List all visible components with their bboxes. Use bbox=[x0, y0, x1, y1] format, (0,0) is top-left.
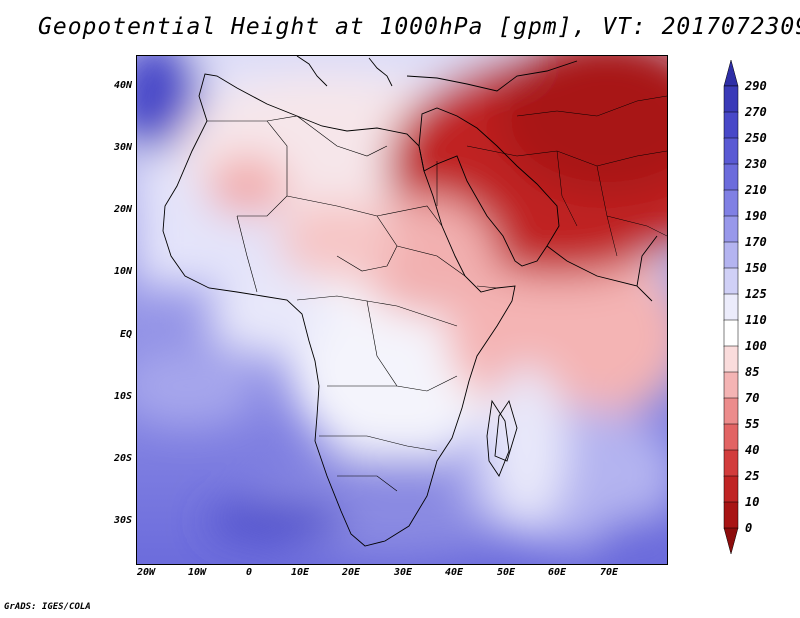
madagascar bbox=[494, 399, 518, 462]
colorbar-segment bbox=[723, 215, 739, 243]
colorbar-segment bbox=[723, 475, 739, 503]
colorbar-tick-label: 0 bbox=[745, 521, 753, 535]
field-shading bbox=[137, 56, 667, 564]
colorbar-segment bbox=[723, 527, 739, 555]
lat-label: 30N bbox=[113, 142, 132, 153]
lat-label: 10S bbox=[113, 391, 132, 402]
colorbar-tick-label: 150 bbox=[745, 261, 767, 275]
map-panel bbox=[136, 55, 668, 565]
coastlines bbox=[162, 56, 658, 547]
colorbar-tick-label: 10 bbox=[745, 495, 760, 509]
colorbar-tick-label: 85 bbox=[745, 365, 760, 379]
colorbar-segment bbox=[723, 293, 739, 321]
colorbar-segment bbox=[723, 267, 739, 295]
colorbar-segment bbox=[723, 397, 739, 425]
map-title: Geopotential Height at 1000hPa [gpm], VT… bbox=[38, 14, 800, 40]
colorbar-segment bbox=[723, 189, 739, 217]
colorbar-tick-label: 40 bbox=[745, 443, 760, 457]
lat-label: 30S bbox=[113, 515, 132, 526]
colorbar-segment bbox=[723, 501, 739, 529]
colorbar-segment bbox=[723, 241, 739, 269]
lon-label: 60E bbox=[547, 567, 567, 578]
country-borders bbox=[207, 115, 498, 492]
colorbar-tick-label: 125 bbox=[745, 287, 767, 301]
lon-label: 20W bbox=[136, 567, 156, 578]
colorbar-tick-label: 100 bbox=[745, 339, 767, 353]
colorbar-tick-label: 70 bbox=[745, 391, 760, 405]
colorbar-tick-label: 170 bbox=[745, 235, 767, 249]
colorbar-segment bbox=[723, 111, 739, 139]
lon-label: 0 bbox=[245, 567, 253, 578]
asia-borders bbox=[466, 95, 667, 257]
colorbar bbox=[723, 59, 739, 555]
colorbar-tick-label: 55 bbox=[745, 417, 760, 431]
lon-label: 10E bbox=[290, 567, 310, 578]
colorbar-segment bbox=[723, 345, 739, 373]
colorbar-segment bbox=[723, 163, 739, 191]
lon-label: 50E bbox=[496, 567, 516, 578]
lat-label: 40N bbox=[113, 80, 132, 91]
colorbar-segment bbox=[723, 449, 739, 477]
colorbar-tick-label: 270 bbox=[745, 105, 767, 119]
colorbar-tick-label: 290 bbox=[745, 79, 767, 93]
lon-label: 20E bbox=[341, 567, 361, 578]
colorbar-tick-label: 110 bbox=[745, 313, 767, 327]
colorbar-segment bbox=[723, 137, 739, 165]
colorbar-segment bbox=[723, 319, 739, 347]
colorbar-segment bbox=[723, 423, 739, 451]
lon-label: 10W bbox=[187, 567, 207, 578]
colorbar-tick-label: 210 bbox=[745, 183, 767, 197]
lat-label: 10N bbox=[113, 266, 132, 277]
colorbar-segment bbox=[723, 85, 739, 113]
lat-label: EQ bbox=[119, 329, 132, 340]
colorbar-tick-label: 190 bbox=[745, 209, 767, 223]
lon-label: 40E bbox=[444, 567, 464, 578]
colorbar-tick-label: 25 bbox=[745, 469, 760, 483]
map-canvas bbox=[137, 56, 667, 564]
lat-label: 20N bbox=[113, 204, 132, 215]
lat-label: 20S bbox=[113, 453, 132, 464]
lon-label: 70E bbox=[599, 567, 619, 578]
colorbar-segment bbox=[723, 371, 739, 399]
colorbar-tick-label: 250 bbox=[745, 131, 767, 145]
credit-footer: GrADS: IGES/COLA bbox=[4, 602, 91, 612]
colorbar-segment bbox=[723, 59, 739, 87]
lon-label: 30E bbox=[393, 567, 413, 578]
colorbar-tick-label: 230 bbox=[745, 157, 767, 171]
